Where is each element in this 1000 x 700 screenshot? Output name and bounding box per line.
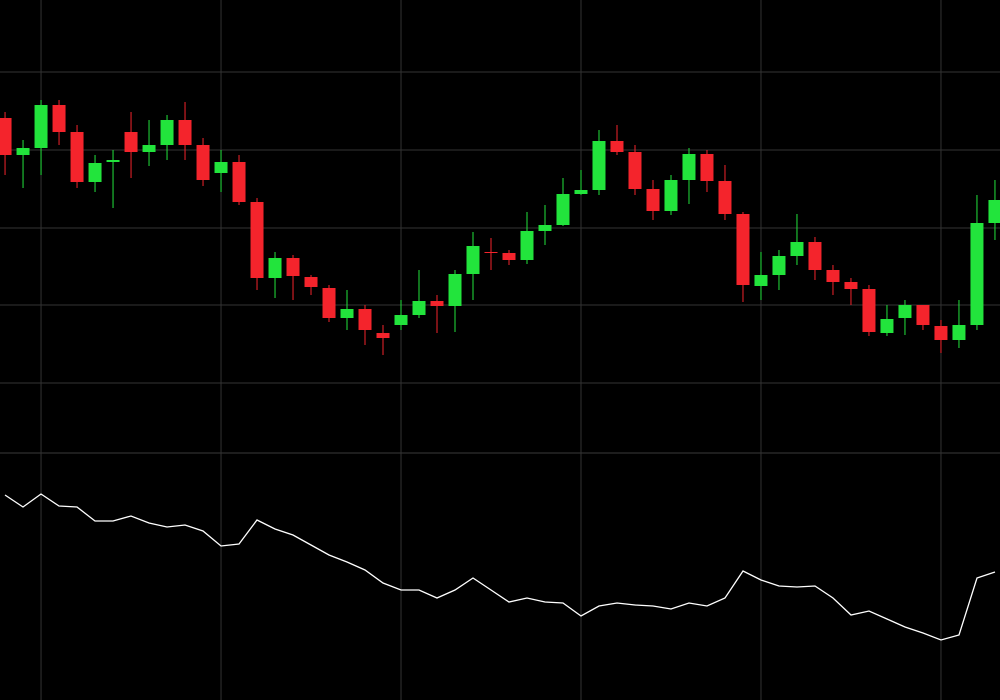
candle-body	[970, 223, 984, 325]
candle-body	[934, 326, 948, 340]
candle-body	[700, 154, 714, 181]
candle-body	[880, 319, 894, 333]
candle-body	[952, 325, 966, 340]
candle-body	[988, 200, 1000, 223]
candle-body	[232, 162, 246, 202]
candle-body	[160, 120, 174, 145]
candle-body	[34, 105, 48, 148]
candle-body	[70, 132, 84, 182]
candle-body	[754, 275, 768, 286]
candle-body	[898, 305, 912, 318]
candle-body	[466, 246, 480, 274]
candle-body	[520, 231, 534, 260]
candle-body	[664, 180, 678, 211]
candle-body	[502, 253, 516, 260]
candle-body	[430, 301, 444, 306]
candle-body	[16, 148, 30, 155]
candle-body	[772, 256, 786, 275]
candle-body	[196, 145, 210, 180]
candle-body	[538, 225, 552, 231]
candle-body	[448, 274, 462, 306]
candle-body	[286, 258, 300, 276]
candle-body	[268, 258, 282, 278]
candle-body	[916, 305, 930, 325]
candle-body	[826, 270, 840, 282]
candle-body	[844, 282, 858, 289]
candle-body	[718, 181, 732, 214]
candle-body	[808, 242, 822, 270]
candle-body	[790, 242, 804, 256]
candle-body	[250, 202, 264, 278]
candle-body	[124, 132, 138, 152]
candle-body	[142, 145, 156, 152]
candle-body	[358, 309, 372, 330]
candle-body	[214, 162, 228, 173]
candle-body	[862, 289, 876, 332]
candle-body	[412, 301, 426, 315]
candle-body	[592, 141, 606, 190]
candle-body	[736, 214, 750, 285]
candle-body	[106, 160, 120, 162]
candle-body	[556, 194, 570, 225]
candle-body	[0, 118, 12, 155]
candle-body	[628, 152, 642, 189]
candle-body	[88, 163, 102, 182]
candle-body	[52, 105, 66, 132]
indicator-line	[4, 493, 996, 641]
candle-body	[484, 252, 498, 253]
candle-body	[178, 120, 192, 145]
candle-body	[394, 315, 408, 325]
candle-body	[304, 277, 318, 287]
candle-body	[610, 141, 624, 152]
candle-body	[340, 309, 354, 318]
candle-body	[322, 288, 336, 318]
candle-body	[682, 154, 696, 180]
candle-body	[646, 189, 660, 211]
candle-body	[376, 333, 390, 338]
candle-body	[574, 190, 588, 194]
